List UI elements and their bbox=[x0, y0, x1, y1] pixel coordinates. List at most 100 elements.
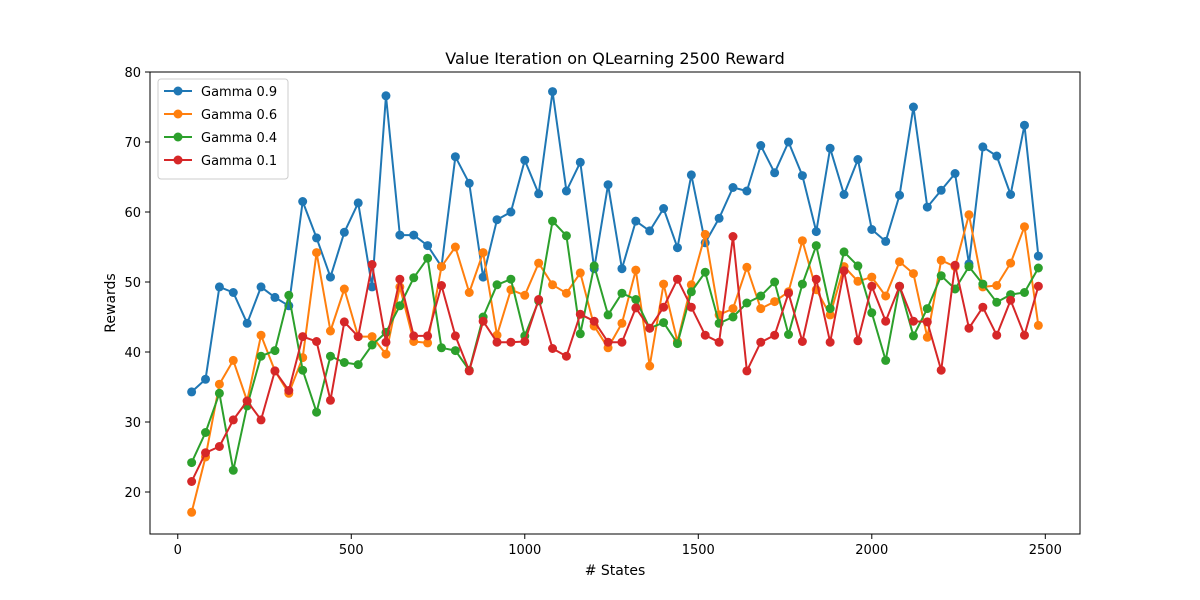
legend: Gamma 0.9 Gamma 0.6 Gamma 0.4 Gamma 0.1 bbox=[157, 78, 289, 180]
data-point-gamma-0-4 bbox=[450, 346, 460, 356]
data-point-gamma-0-9 bbox=[728, 183, 738, 192]
data-point-gamma-0-9 bbox=[201, 374, 211, 384]
data-point-gamma-0-4 bbox=[784, 330, 794, 339]
y-tick-label: 60 bbox=[124, 206, 141, 221]
y-tick-label: 70 bbox=[124, 136, 141, 151]
legend-item-gamma-0-4: Gamma 0.4 bbox=[164, 131, 277, 146]
data-point-gamma-0-9 bbox=[214, 282, 224, 292]
data-point-gamma-0-4 bbox=[659, 318, 669, 328]
data-point-gamma-0-9 bbox=[478, 272, 488, 282]
data-point-gamma-0-1 bbox=[978, 302, 988, 312]
data-point-gamma-0-1 bbox=[478, 316, 488, 326]
data-point-gamma-0-1 bbox=[409, 331, 419, 341]
data-point-gamma-0-4 bbox=[756, 291, 766, 301]
data-point-gamma-0-1 bbox=[742, 366, 752, 376]
data-point-gamma-0-4 bbox=[922, 304, 932, 314]
data-point-gamma-0-4 bbox=[964, 262, 974, 272]
legend-label: Gamma 0.4 bbox=[201, 131, 277, 146]
y-axis-label: Rewards bbox=[103, 273, 119, 332]
data-point-gamma-0-4 bbox=[700, 267, 710, 277]
data-point-gamma-0-6 bbox=[992, 281, 1002, 290]
data-point-gamma-0-1 bbox=[256, 415, 266, 425]
data-point-gamma-0-6 bbox=[381, 349, 391, 359]
data-point-gamma-0-9 bbox=[548, 87, 558, 97]
data-point-gamma-0-4 bbox=[853, 261, 863, 271]
y-tick-label: 20 bbox=[124, 486, 141, 501]
legend-item-gamma-0-9: Gamma 0.9 bbox=[164, 85, 277, 100]
data-point-gamma-0-1 bbox=[312, 337, 322, 346]
y-axis: 20 30 40 50 60 70 80 bbox=[124, 66, 150, 501]
data-point-gamma-0-1 bbox=[575, 309, 585, 319]
y-tick-label: 80 bbox=[124, 66, 141, 81]
data-point-gamma-0-1 bbox=[201, 448, 211, 458]
data-point-gamma-0-4 bbox=[201, 428, 211, 437]
data-point-gamma-0-9 bbox=[464, 178, 474, 188]
data-point-gamma-0-9 bbox=[492, 215, 502, 225]
x-tick-label: 2500 bbox=[1029, 543, 1062, 558]
legend-swatch-marker bbox=[173, 109, 183, 119]
data-point-gamma-0-4 bbox=[575, 329, 585, 339]
data-point-gamma-0-1 bbox=[381, 337, 391, 347]
data-point-gamma-0-6 bbox=[464, 288, 474, 297]
data-point-gamma-0-6 bbox=[797, 236, 807, 246]
data-point-gamma-0-1 bbox=[214, 442, 224, 451]
data-point-gamma-0-9 bbox=[784, 137, 794, 147]
data-point-gamma-0-4 bbox=[395, 301, 405, 311]
data-point-gamma-0-6 bbox=[312, 248, 322, 258]
data-point-gamma-0-4 bbox=[686, 287, 696, 297]
data-point-gamma-0-1 bbox=[298, 332, 308, 342]
data-point-gamma-0-4 bbox=[492, 280, 502, 290]
data-point-gamma-0-9 bbox=[520, 155, 530, 165]
data-point-gamma-0-6 bbox=[1006, 258, 1016, 268]
data-point-gamma-0-1 bbox=[659, 302, 669, 312]
data-point-gamma-0-6 bbox=[228, 355, 238, 365]
data-point-gamma-0-6 bbox=[256, 330, 266, 340]
data-point-gamma-0-6 bbox=[645, 361, 655, 371]
data-point-gamma-0-1 bbox=[770, 330, 780, 340]
data-point-gamma-0-6 bbox=[450, 242, 460, 252]
data-point-gamma-0-4 bbox=[742, 298, 752, 308]
data-point-gamma-0-1 bbox=[936, 365, 946, 375]
data-point-gamma-0-9 bbox=[423, 241, 433, 251]
data-point-gamma-0-1 bbox=[784, 288, 794, 298]
y-tick-label: 40 bbox=[124, 346, 141, 361]
data-point-gamma-0-6 bbox=[575, 268, 585, 278]
data-point-gamma-0-6 bbox=[478, 248, 488, 258]
data-point-gamma-0-4 bbox=[367, 340, 377, 350]
data-point-gamma-0-6 bbox=[214, 379, 224, 389]
data-point-gamma-0-1 bbox=[242, 396, 252, 406]
data-point-gamma-0-4 bbox=[839, 247, 849, 257]
data-point-gamma-0-6 bbox=[548, 280, 558, 290]
x-tick-label: 1500 bbox=[682, 543, 715, 558]
data-point-gamma-0-1 bbox=[339, 317, 349, 327]
data-point-gamma-0-6 bbox=[825, 310, 835, 320]
series-line-gamma-0-6 bbox=[190, 213, 1040, 513]
data-point-gamma-0-1 bbox=[645, 323, 655, 333]
data-point-gamma-0-4 bbox=[603, 310, 613, 320]
data-point-gamma-0-9 bbox=[881, 236, 891, 246]
data-point-gamma-0-1 bbox=[561, 351, 571, 361]
data-point-gamma-0-9 bbox=[325, 272, 335, 282]
data-point-gamma-0-1 bbox=[700, 330, 710, 340]
data-point-gamma-0-1 bbox=[964, 323, 974, 333]
data-point-gamma-0-9 bbox=[367, 282, 377, 292]
data-point-gamma-0-9 bbox=[922, 202, 932, 212]
data-point-gamma-0-9 bbox=[742, 186, 752, 196]
data-point-gamma-0-4 bbox=[631, 295, 641, 304]
data-point-gamma-0-4 bbox=[867, 308, 877, 318]
data-point-gamma-0-9 bbox=[631, 216, 641, 226]
data-point-gamma-0-9 bbox=[992, 151, 1002, 161]
data-point-gamma-0-4 bbox=[908, 331, 918, 341]
data-point-gamma-0-1 bbox=[686, 302, 696, 312]
data-point-gamma-0-6 bbox=[631, 265, 641, 275]
data-point-gamma-0-4 bbox=[881, 355, 891, 365]
data-point-gamma-0-1 bbox=[756, 337, 766, 347]
data-point-gamma-0-9 bbox=[839, 190, 849, 199]
data-point-gamma-0-9 bbox=[395, 230, 405, 240]
data-point-gamma-0-6 bbox=[534, 258, 544, 268]
data-point-gamma-0-9 bbox=[617, 264, 627, 274]
data-point-gamma-0-1 bbox=[867, 281, 877, 291]
data-point-gamma-0-1 bbox=[839, 266, 849, 276]
series-line-gamma-0-1 bbox=[190, 235, 1040, 482]
data-point-gamma-0-1 bbox=[603, 337, 613, 347]
